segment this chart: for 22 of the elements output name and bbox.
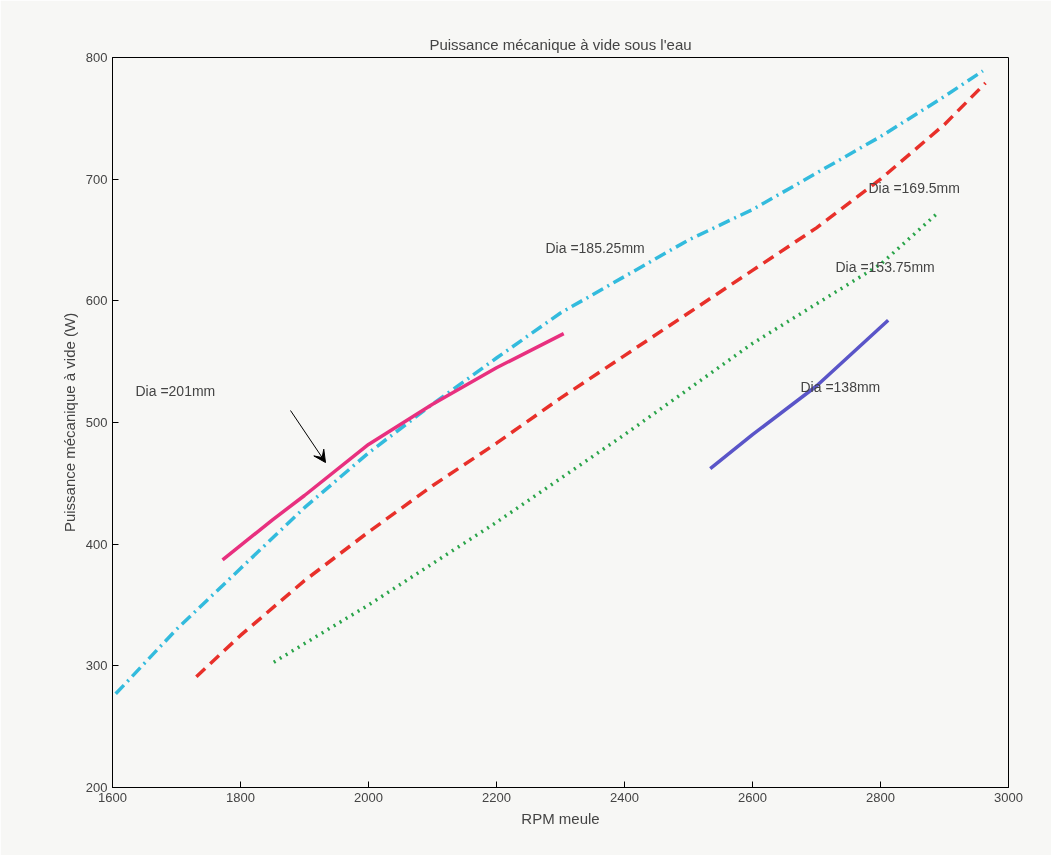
x-tick-label: 2400 (610, 789, 639, 805)
y-tick-label: 500 (85, 415, 108, 430)
annotation: Dia =169.5mm (868, 179, 960, 196)
x-tick-label: 2000 (354, 789, 383, 805)
x-tick-label: 2600 (738, 789, 767, 805)
y-tick-label: 300 (85, 658, 108, 674)
annotation: Dia =153.75mm (835, 258, 935, 275)
x-tick-label: 1800 (226, 789, 255, 805)
x-axis-title: RPM meule (521, 809, 600, 827)
line-series (708, 318, 890, 471)
y-tick-label: 700 (85, 171, 108, 187)
x-tick-label: 2800 (866, 789, 895, 805)
annotation: Dia =185.25mm (545, 239, 645, 256)
chart-title: Puissance mécanique à vide sous l'eau (429, 35, 692, 53)
x-tick-label: 3000 (994, 789, 1023, 805)
y-tick-label: 400 (85, 536, 108, 552)
y-tick-label: 800 (85, 50, 108, 65)
y-tick-label: 600 (85, 293, 108, 309)
x-tick-label: 2200 (482, 789, 511, 805)
line-series (220, 331, 566, 562)
y-axis-title: Puissance mécanique à vide (W) (60, 312, 78, 533)
annotation: Dia =201mm (135, 382, 216, 399)
